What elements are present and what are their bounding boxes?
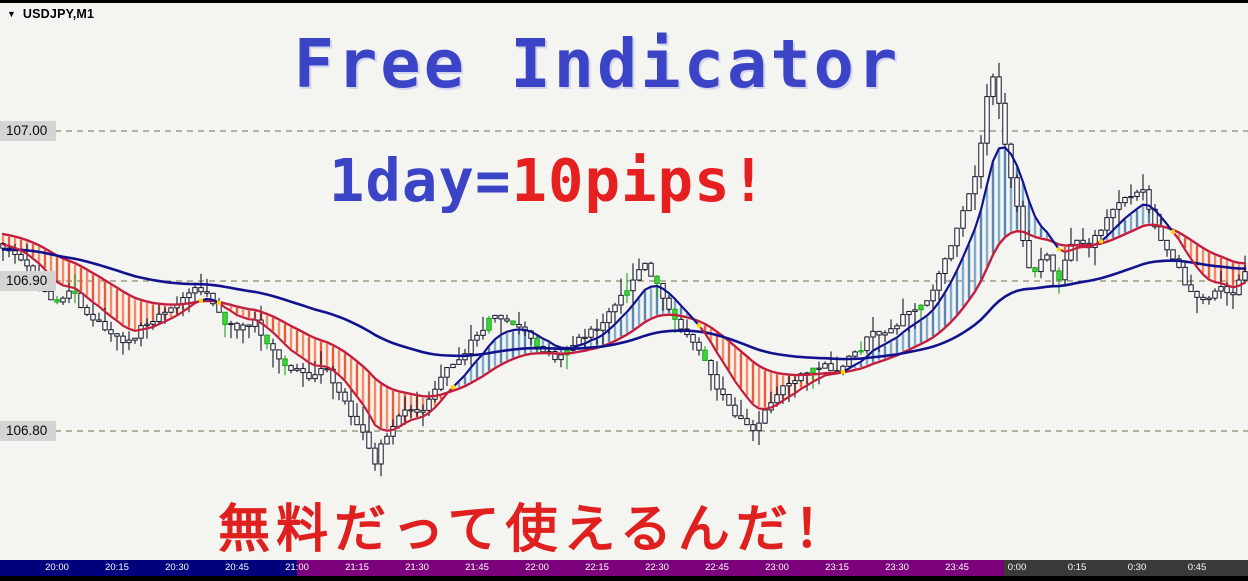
price-axis-label: 106.90 [0,271,57,291]
time-axis-label: 23:45 [945,562,969,573]
time-axis-label: 20:00 [45,562,69,573]
time-axis-label: 23:00 [765,562,789,573]
session-segment [1004,560,1248,576]
time-axis-label: 21:45 [465,562,489,573]
window-top-border [0,0,1248,3]
time-axis-label: 21:30 [405,562,429,573]
time-axis-label: 0:15 [1067,562,1087,573]
candlestick-chart[interactable] [0,3,1248,560]
time-axis-label: 20:45 [225,562,249,573]
dropdown-arrow-icon: ▼ [7,9,16,19]
price-axis-label: 107.00 [0,121,57,141]
time-axis-label: 22:15 [585,562,609,573]
time-axis-label: 23:30 [885,562,909,573]
time-axis-label: 22:00 [525,562,549,573]
session-segment [297,560,1004,576]
chart-area[interactable]: ▼ USDJPY,M1 107.00 106.90 106.80 Free In… [0,3,1248,560]
time-axis-label: 20:15 [105,562,129,573]
time-axis-label: 0:00 [1007,562,1027,573]
symbol-timeframe-label: USDJPY,M1 [22,7,95,21]
time-axis-label: 20:30 [165,562,189,573]
time-axis: 20:00 20:15 20:30 20:45 21:00 21:15 21:30 21:45… [0,560,1248,576]
time-axis-label: 22:45 [705,562,729,573]
time-axis-label: 0:30 [1127,562,1147,573]
time-axis-label: 0:45 [1187,562,1207,573]
time-axis-label: 23:15 [825,562,849,573]
session-segment [0,560,297,576]
time-axis-label: 21:15 [345,562,369,573]
time-axis-label: 21:00 [285,562,309,573]
price-axis-label: 106.80 [0,421,57,441]
symbol-dropdown[interactable]: ▼ USDJPY,M1 [7,7,94,21]
window-bottom-border [0,576,1248,581]
time-axis-label: 22:30 [645,562,669,573]
